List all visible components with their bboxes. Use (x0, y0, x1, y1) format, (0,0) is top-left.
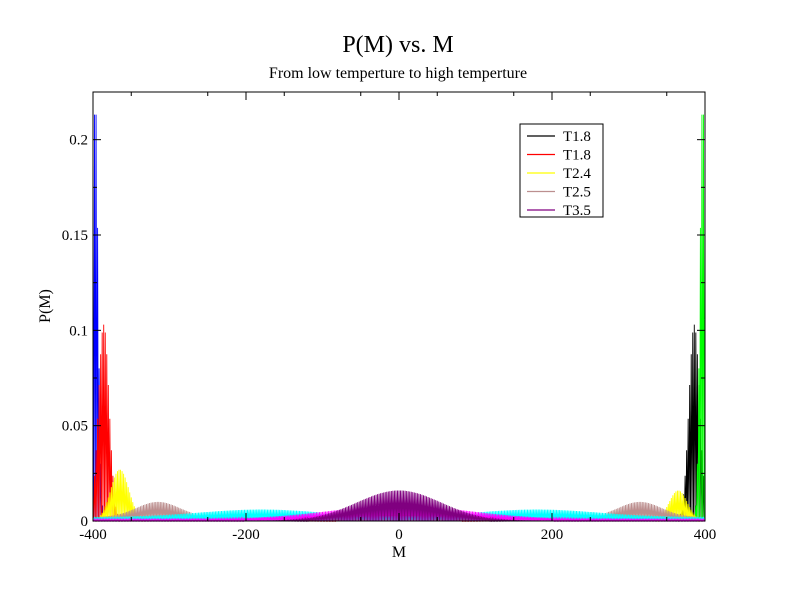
x-tick-label: 400 (694, 527, 717, 543)
chart-title: P(M) vs. M (342, 32, 453, 58)
y-tick-label: 0.15 (62, 228, 88, 244)
x-tick-label: -400 (79, 527, 107, 543)
y-axis-label: P(M) (37, 289, 54, 323)
x-tick-label: 0 (395, 527, 403, 543)
legend-entry-label: T2.5 (563, 185, 591, 201)
legend-box (519, 123, 604, 218)
y-axis: 0 0.05 0.1 0.15 0.2 (62, 91, 705, 530)
legend-entry-label: T1.8 (563, 148, 591, 164)
x-axis: -400 -200 0 200 400 (79, 92, 716, 543)
legend-entry-label: T1.8 (563, 129, 591, 145)
y-tick-label: 0 (81, 514, 89, 530)
x-axis-label: M (392, 544, 406, 561)
legend-entry-label: T3.5 (563, 203, 591, 219)
y-tick-label: 0.05 (62, 419, 88, 435)
x-tick-label: 200 (541, 527, 564, 543)
x-tick-label: -200 (232, 527, 260, 543)
legend-entry-label: T2.4 (563, 166, 591, 182)
y-tick-label: 0.1 (69, 323, 88, 339)
legend: T1.8 T1.8 T2.4 T2.5 T3.5 (519, 123, 604, 219)
chart-subtitle: From low temperture to high temperture (269, 65, 527, 82)
y-tick-label: 0.2 (69, 133, 88, 149)
